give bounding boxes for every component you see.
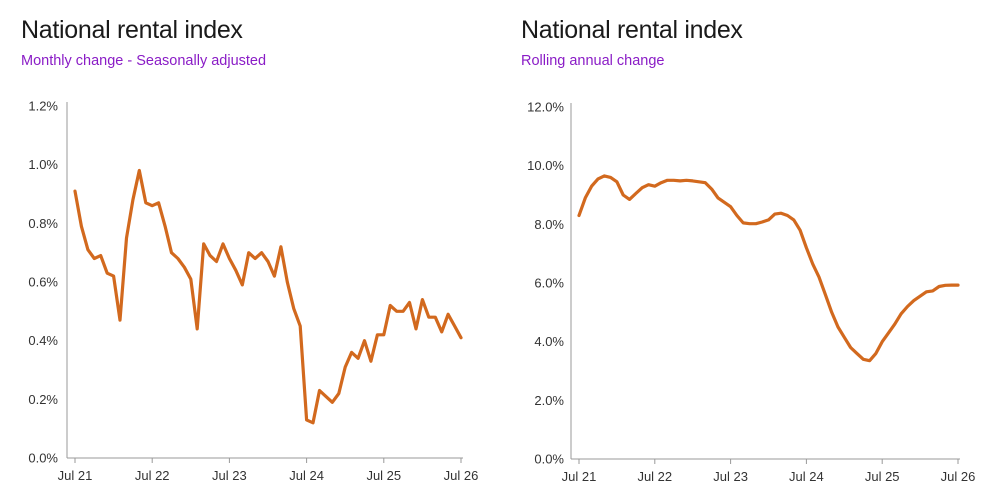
x-tick-label: Jul 26 (941, 469, 976, 484)
chart-subtitle: Monthly change - Seasonally adjusted (21, 53, 267, 69)
y-tick-label: 0.4% (28, 333, 58, 348)
x-tick-label: Jul 21 (58, 468, 93, 483)
x-tick-label: Jul 24 (289, 468, 324, 483)
y-tick-label: 0.8% (28, 216, 58, 231)
y-tick-label: 0.0% (534, 452, 564, 467)
y-tick-label: 4.0% (534, 334, 564, 349)
x-tick-label: Jul 23 (212, 468, 247, 483)
y-tick-label: 1.0% (28, 157, 58, 172)
x-tick-label: Jul 24 (789, 469, 824, 484)
x-tick-label: Jul 23 (713, 469, 748, 484)
y-tick-label: 0.2% (28, 392, 58, 407)
monthly-change-chart: 0.0% 0.2% 0.4% 0.6% 0.8% 1.0% 1.2% Jul 21 Jul 22… (28, 99, 479, 484)
annual-change-chart: 0.0% 2.0% 4.0% 6.0% 8.0% 10.0% 12.0% Jul 21 Jul … (527, 100, 976, 485)
chart-title: National rental index (521, 16, 743, 44)
chart-panel-monthly: National rental index Monthly change - S… (0, 0, 501, 501)
x-tick-label: Jul 22 (637, 469, 672, 484)
y-tick-label: 6.0% (534, 276, 564, 291)
x-tick-label: Jul 25 (366, 468, 401, 483)
y-tick-label: 10.0% (527, 158, 564, 173)
series-line (73, 168, 463, 425)
y-tick-label: 0.6% (28, 275, 58, 290)
chart-panel-annual: National rental index Rolling annual cha… (501, 0, 1003, 501)
y-tick-label: 12.0% (527, 100, 564, 115)
y-tick-label: 8.0% (534, 217, 564, 232)
y-tick-label: 1.2% (28, 99, 58, 114)
y-tick-label: 0.0% (28, 451, 58, 466)
chart-subtitle: Rolling annual change (521, 53, 665, 69)
series-line (577, 174, 960, 363)
x-tick-label: Jul 26 (444, 468, 479, 483)
y-tick-label: 2.0% (534, 393, 564, 408)
x-tick-label: Jul 22 (135, 468, 170, 483)
x-tick-label: Jul 21 (562, 469, 597, 484)
x-tick-label: Jul 25 (865, 469, 900, 484)
chart-title: National rental index (21, 16, 243, 44)
